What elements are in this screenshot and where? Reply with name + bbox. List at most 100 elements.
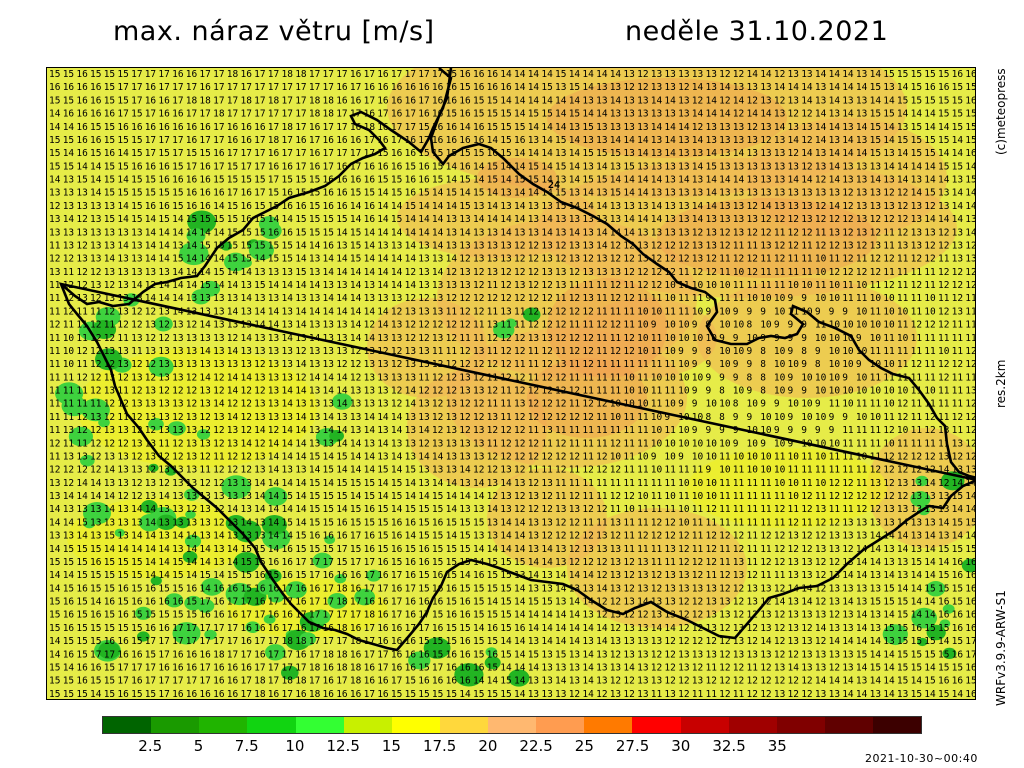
gust-value: 12: [514, 293, 525, 304]
gust-value: 14: [924, 610, 936, 621]
gust-value: 10: [760, 425, 772, 436]
low-gust-zone: [182, 551, 198, 563]
gust-value: 13: [446, 438, 457, 449]
gust-value: 17: [405, 122, 416, 133]
gust-value: 13: [473, 531, 484, 542]
gust-value: 14: [815, 69, 827, 80]
gust-value: 12: [815, 201, 826, 212]
gust-value: 14: [377, 280, 389, 291]
gust-value: 13: [377, 359, 388, 370]
gust-value: 13: [227, 293, 238, 304]
gust-value: 13: [241, 478, 252, 489]
gust-value: 13: [145, 491, 156, 502]
gust-value: 13: [172, 333, 183, 344]
gust-value: 11: [596, 478, 608, 489]
gust-value: 13: [117, 504, 128, 515]
gust-value: 14: [528, 82, 540, 93]
gust-value: 12: [541, 504, 552, 515]
gust-value: 17: [241, 597, 252, 608]
gust-value: 12: [719, 676, 730, 687]
gust-value: 12: [774, 240, 785, 251]
gust-value: 13: [692, 676, 703, 687]
gust-value: 14: [323, 254, 335, 265]
gust-value: 11: [49, 386, 61, 397]
gust-value: 14: [952, 148, 964, 159]
gust-value: 12: [391, 386, 402, 397]
gust-value: 11: [651, 478, 663, 489]
gust-value: 14: [364, 240, 376, 251]
gust-value: 16: [172, 597, 184, 608]
gust-value: 9: [747, 412, 753, 423]
gust-value: 11: [569, 478, 581, 489]
gust-value: 12: [760, 557, 771, 568]
gust-value: 14: [350, 280, 362, 291]
gust-value: 17: [282, 649, 293, 660]
gust-value: 16: [227, 662, 239, 673]
gust-value: 14: [104, 254, 116, 265]
gust-value: 14: [500, 175, 512, 186]
gust-value: 13: [678, 214, 689, 225]
gust-value: 12: [897, 201, 908, 212]
gust-value: 12: [829, 240, 840, 251]
gust-value: 15: [323, 517, 334, 528]
gust-value: 12: [829, 478, 840, 489]
gust-value: 11: [801, 478, 813, 489]
low-gust-zone: [265, 644, 286, 661]
gust-value: 12: [131, 478, 142, 489]
gust-value: 12: [487, 359, 498, 370]
gust-value: 14: [172, 280, 184, 291]
gust-value: 13: [487, 531, 498, 542]
gust-value: 15: [76, 649, 87, 660]
gust-value: 11: [911, 438, 923, 449]
gust-value: 14: [364, 254, 376, 265]
gust-value: 16: [952, 676, 964, 687]
gust-value: 13: [582, 610, 593, 621]
gust-value: 13: [596, 544, 607, 555]
gust-value: 11: [719, 517, 731, 528]
gust-value: 15: [63, 95, 74, 106]
gust-value: 10: [870, 412, 882, 423]
gust-value: 16: [405, 82, 417, 93]
gust-value: 12: [678, 597, 689, 608]
gust-value: 17: [377, 583, 388, 594]
gust-value: 16: [295, 689, 307, 700]
gust-value: 10: [623, 386, 635, 397]
gust-value: 15: [487, 95, 498, 106]
gust-value: 13: [323, 320, 334, 331]
gust-value: 15: [309, 188, 320, 199]
gust-value: 14: [254, 425, 266, 436]
gust-value: 12: [651, 254, 662, 265]
gust-value: 12: [747, 122, 758, 133]
gust-value: 13: [158, 504, 169, 515]
gust-value: 13: [459, 372, 470, 383]
gust-value: 12: [555, 372, 566, 383]
gust-value: 12: [473, 359, 484, 370]
gust-value: 12: [883, 478, 894, 489]
gust-value: 14: [541, 636, 553, 647]
gust-value: 13: [199, 438, 210, 449]
gust-value: 14: [473, 161, 485, 172]
gust-value: 14: [870, 636, 882, 647]
gust-value: 15: [323, 504, 334, 515]
gust-value: 13: [870, 583, 881, 594]
gust-value: 8: [706, 346, 712, 357]
gust-value: 16: [487, 69, 499, 80]
gust-value: 12: [719, 583, 730, 594]
gust-value: 13: [131, 227, 142, 238]
gust-value: 13: [213, 544, 224, 555]
gust-value: 15: [446, 597, 457, 608]
gust-value: 12: [747, 254, 758, 265]
low-gust-zone: [233, 552, 260, 573]
gust-value: 15: [897, 135, 908, 146]
gust-value: 14: [815, 676, 827, 687]
gust-value: 12: [569, 557, 580, 568]
gust-value: 16: [418, 544, 430, 555]
gust-value: 15: [104, 610, 115, 621]
gust-value: 13: [541, 689, 552, 700]
gust-value: 13: [883, 517, 894, 528]
gust-value: 13: [692, 175, 703, 186]
gust-value: 12: [186, 399, 197, 410]
gust-value: 15: [596, 148, 607, 159]
gust-value: 11: [706, 689, 718, 700]
gust-value: 11: [897, 267, 909, 278]
